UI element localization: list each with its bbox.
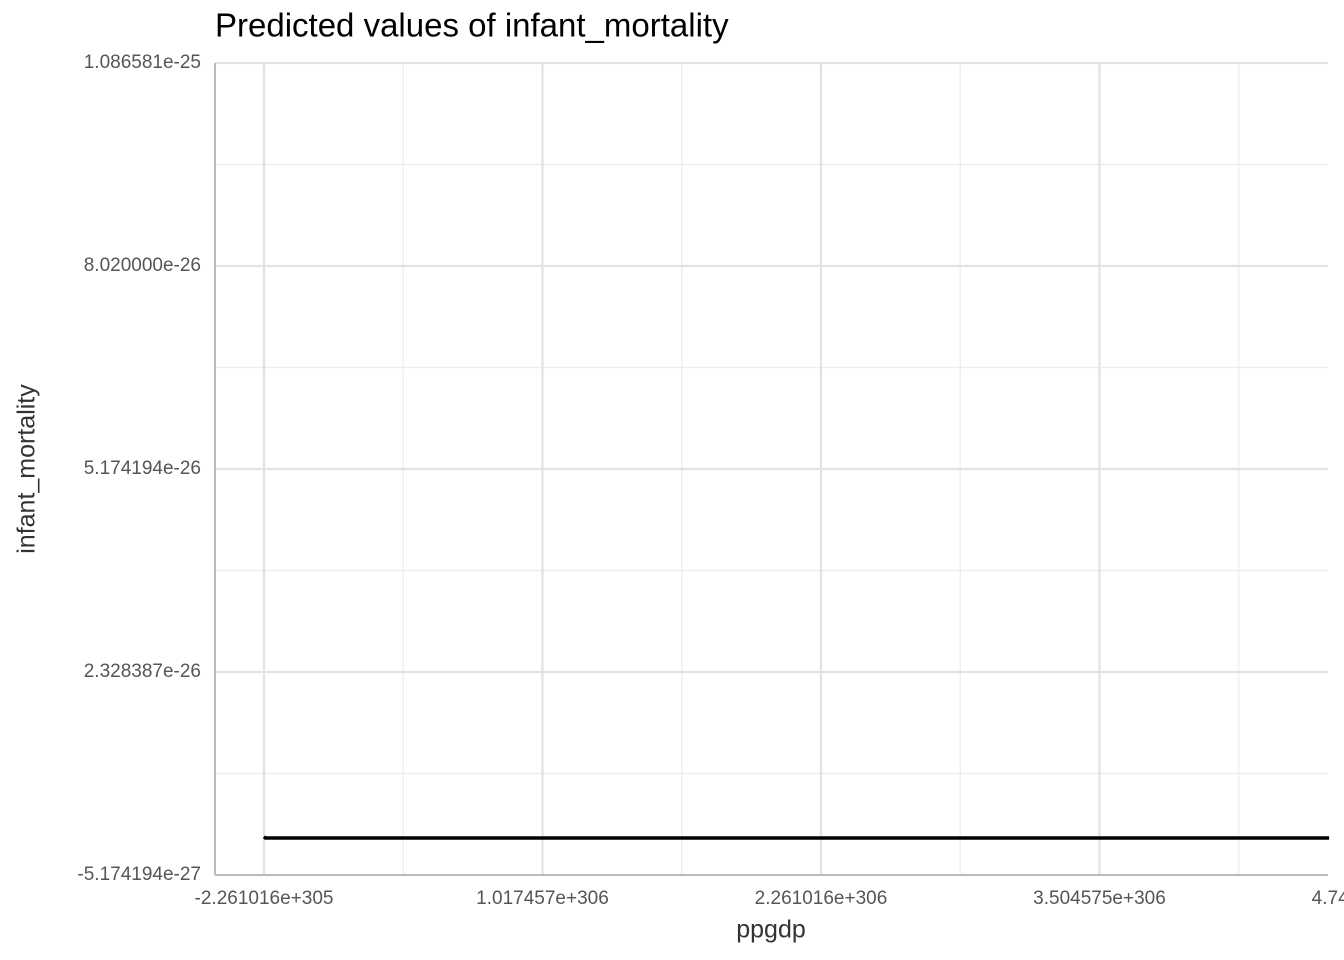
x-tick-label: 4.748134e+306 xyxy=(1312,888,1344,909)
x-tick-label: 3.504575e+306 xyxy=(1033,888,1166,909)
chart-title: Predicted values of infant_mortality xyxy=(215,7,729,44)
x-tick-label: 1.017457e+306 xyxy=(476,888,609,909)
x-axis-label: ppgdp xyxy=(736,916,806,944)
y-tick-label: 8.020000e-26 xyxy=(84,255,201,276)
y-tick-label: -5.174194e-27 xyxy=(77,864,201,885)
line xyxy=(262,835,1330,840)
x-tick-label: 2.261016e+306 xyxy=(755,888,888,909)
y-tick-label: 5.174194e-26 xyxy=(84,458,201,479)
y-tick-label: 2.328387e-26 xyxy=(84,661,201,682)
x-tick-label: -2.261016e+305 xyxy=(195,888,334,909)
y-tick-label: 1.086581e-25 xyxy=(84,52,201,73)
y-axis-label: infant_mortality xyxy=(13,384,41,554)
